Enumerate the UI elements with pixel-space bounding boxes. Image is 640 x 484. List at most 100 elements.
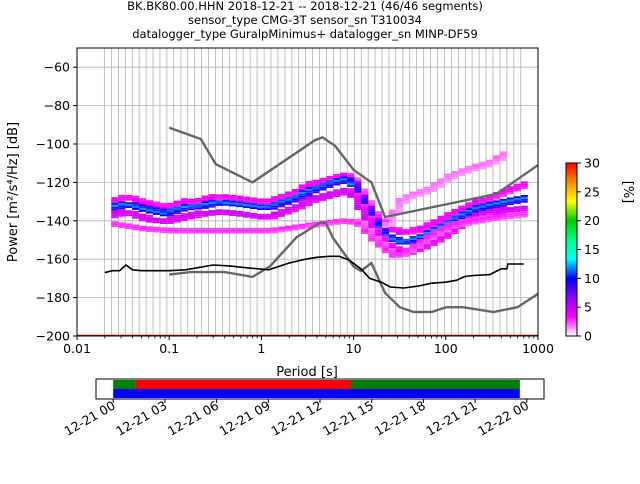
density-cell (368, 227, 376, 229)
density-cell (312, 197, 320, 199)
x-tick-label: 1000 (522, 341, 554, 356)
density-cell (437, 186, 445, 188)
density-cell (513, 187, 521, 190)
density-cell (111, 199, 119, 201)
density-cell (513, 210, 521, 212)
density-cell (430, 227, 438, 229)
density-cell (506, 190, 514, 192)
density-cell (458, 223, 466, 225)
density-cell (430, 230, 438, 233)
density-cell (500, 194, 507, 197)
density-cell (291, 189, 299, 191)
density-cell (243, 202, 251, 205)
density-cell (409, 232, 417, 235)
density-cell (444, 175, 452, 178)
density-cell (312, 189, 320, 192)
density-cell (458, 174, 466, 176)
density-cell (479, 161, 487, 164)
density-cell (506, 210, 514, 213)
density-cell (208, 199, 216, 202)
density-cell (389, 248, 396, 251)
density-cell (465, 215, 473, 218)
density-cell (277, 195, 285, 198)
density-cell (194, 216, 202, 219)
density-cell (333, 183, 341, 186)
density-cell (319, 179, 327, 182)
density-cell (513, 214, 521, 217)
density-cell (416, 244, 424, 247)
density-cell (409, 191, 417, 194)
density-cell (361, 192, 369, 195)
density-cell (201, 213, 209, 215)
density-cell (423, 236, 431, 239)
density-cell (479, 167, 487, 170)
y-tick-label: −140 (36, 213, 70, 228)
density-cell (472, 210, 480, 213)
density-cell (319, 181, 327, 184)
density-cell (257, 215, 265, 218)
density-cell (389, 246, 396, 249)
density-cell (271, 205, 278, 208)
density-cell (520, 200, 528, 203)
density-cell (284, 193, 292, 196)
density-cell (153, 221, 160, 224)
density-cell (465, 202, 473, 205)
density-cell (243, 231, 251, 234)
density-cell (215, 227, 223, 230)
density-cell (416, 250, 424, 253)
density-cell (402, 247, 410, 250)
density-cell (340, 188, 348, 190)
density-cell (333, 193, 341, 196)
density-cell (416, 246, 424, 249)
density-cell (389, 236, 396, 239)
density-cell (305, 198, 313, 201)
density-cell (402, 255, 410, 258)
density-cell (111, 221, 119, 224)
density-cell (215, 231, 223, 234)
density-cell (375, 241, 382, 244)
density-cell (402, 233, 410, 235)
density-cell (194, 198, 202, 200)
density-cell (500, 155, 507, 158)
density-cell (423, 228, 431, 231)
density-cell (166, 227, 174, 230)
density-cell (118, 211, 126, 213)
density-cell (326, 219, 334, 222)
density-cell (416, 194, 424, 197)
density-cell (451, 171, 459, 174)
density-cell (347, 188, 355, 191)
density-cell (416, 243, 424, 245)
density-cell (326, 180, 334, 183)
density-cell (451, 212, 459, 215)
density-cell (506, 217, 514, 219)
density-cell (368, 204, 376, 206)
density-cell (111, 216, 119, 219)
density-cell (194, 207, 202, 210)
density-cell (312, 187, 320, 190)
density-cell (368, 207, 376, 210)
density-cell (291, 206, 299, 209)
density-cell (215, 229, 223, 232)
density-cell (354, 204, 362, 207)
density-cell (160, 206, 167, 209)
density-cell (437, 178, 445, 181)
density-cell (409, 252, 417, 255)
colorbar-tick-label: 20 (584, 213, 600, 228)
density-cell (395, 198, 403, 200)
density-cell (139, 206, 147, 208)
density-cell (375, 215, 382, 217)
density-cell (465, 221, 473, 224)
density-cell (375, 236, 382, 238)
density-cell (423, 226, 431, 229)
density-cell (250, 205, 257, 208)
density-cell (500, 193, 507, 195)
density-cell (125, 212, 133, 215)
new-high-noise-model (168, 126, 538, 219)
density-cell (333, 222, 341, 225)
density-cell (132, 214, 140, 217)
density-cell (479, 219, 487, 222)
density-cell (166, 218, 174, 221)
density-cell (298, 186, 306, 189)
density-cell (153, 207, 160, 210)
